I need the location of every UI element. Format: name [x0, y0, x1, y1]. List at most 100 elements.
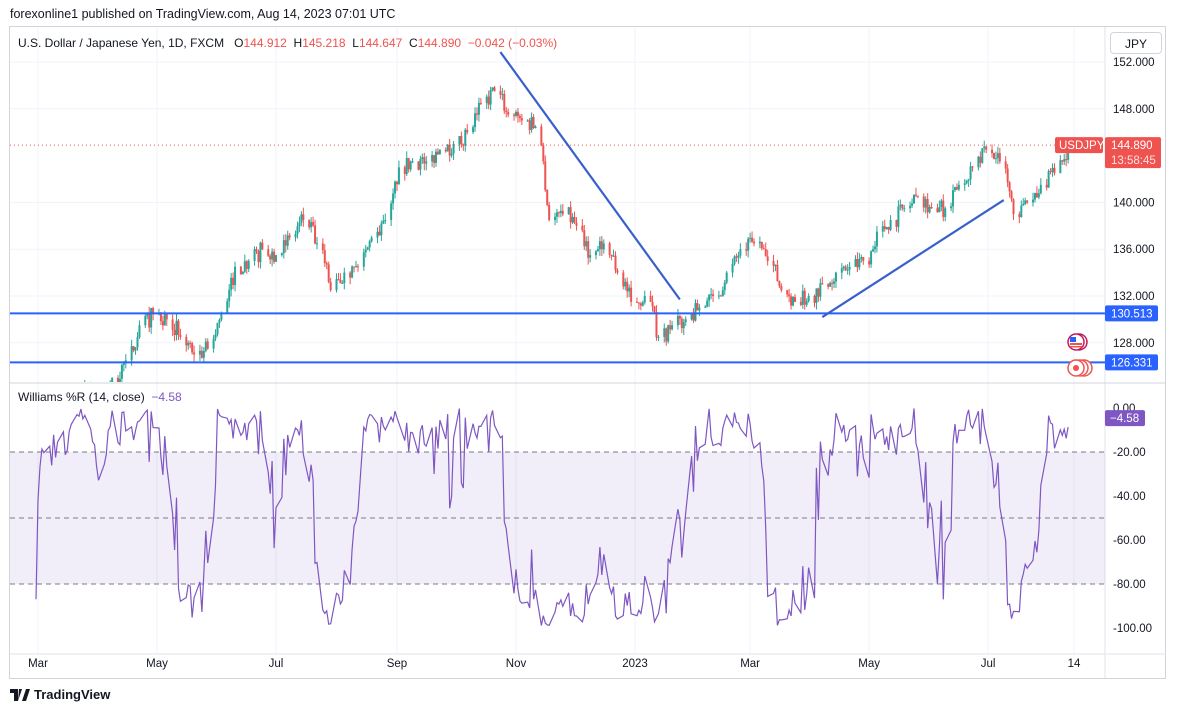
trendline[interactable] — [499, 51, 681, 301]
time-tick-label[interactable]: May — [146, 658, 168, 670]
currency-button[interactable]: JPY — [1110, 32, 1162, 54]
tradingview-logo[interactable]: TradingView — [10, 687, 110, 702]
candle — [417, 161, 420, 171]
time-tick-label[interactable]: Mar — [28, 658, 48, 670]
time-tick-label[interactable]: Mar — [740, 658, 760, 670]
candle — [232, 272, 235, 290]
candle — [803, 287, 806, 310]
candle-body — [651, 301, 654, 307]
candle-body — [376, 231, 379, 238]
candle-body — [544, 161, 547, 191]
price-tick-label[interactable]: 136.000 — [1113, 244, 1155, 256]
candle-body — [487, 96, 490, 105]
trendline[interactable] — [821, 199, 1005, 318]
candle — [801, 284, 804, 309]
candle-body — [380, 223, 383, 236]
candle-body — [844, 266, 847, 271]
price-tick-label[interactable]: 128.000 — [1113, 338, 1155, 350]
candle — [546, 189, 549, 207]
candle — [310, 217, 313, 233]
candle — [542, 142, 545, 165]
price-tick-label[interactable]: 132.000 — [1113, 291, 1155, 303]
candle — [624, 278, 627, 291]
price-tick-label[interactable]: 140.000 — [1113, 197, 1155, 209]
candle — [792, 296, 795, 307]
williams-legend[interactable]: Williams %R (14, close) −4.58 — [18, 390, 182, 404]
candle-body — [622, 272, 625, 287]
indicator-value: −4.58 — [151, 390, 182, 404]
candle — [596, 246, 599, 252]
candle-body — [146, 313, 149, 316]
candle-body — [889, 219, 892, 230]
candle-body — [407, 158, 410, 170]
candle — [179, 328, 182, 340]
candle-body — [411, 161, 414, 163]
candle-body — [493, 87, 496, 92]
time-tick-label[interactable]: 14 — [1068, 658, 1081, 670]
candle-body — [446, 144, 449, 152]
price-tick-label[interactable]: 152.000 — [1113, 57, 1155, 69]
candle — [452, 141, 455, 160]
candle-body — [368, 241, 371, 248]
candle — [641, 300, 644, 307]
candle-body — [325, 263, 328, 265]
candle-body — [573, 216, 576, 223]
time-tick-label[interactable]: May — [858, 658, 880, 670]
candle — [514, 109, 517, 118]
williams-tick-label[interactable]: -80.00 — [1113, 579, 1146, 591]
candle-body — [955, 187, 958, 190]
candle-body — [815, 288, 818, 303]
candle — [602, 239, 605, 254]
candle-body — [936, 208, 939, 213]
williams-tick-label[interactable]: -60.00 — [1113, 535, 1146, 547]
candle — [663, 323, 666, 343]
symbol-badge-label: USDJPY — [1059, 140, 1105, 152]
williams-axis[interactable]: 0.00-20.00-40.00-60.00-80.00-100.00 — [1113, 403, 1152, 635]
candle — [362, 248, 365, 271]
time-tick-label[interactable]: Jul — [269, 658, 284, 670]
candle-body — [327, 264, 330, 283]
candle-body — [630, 287, 633, 302]
candle — [458, 135, 461, 151]
candle — [466, 124, 469, 135]
candle — [583, 224, 586, 250]
candle-body — [261, 242, 264, 250]
candle-body — [315, 243, 318, 245]
time-tick-label[interactable]: 2023 — [622, 658, 648, 670]
candle-body — [996, 153, 999, 159]
candle-body — [985, 146, 988, 150]
candle-body — [971, 166, 974, 168]
time-axis[interactable]: Mar May Jul Sep Nov 2023 Mar May Jul 14 — [28, 658, 1081, 670]
candle — [895, 219, 898, 232]
time-tick-label[interactable]: Jul — [981, 658, 996, 670]
candle-body — [491, 87, 494, 91]
candle-body — [950, 206, 953, 209]
candle — [1049, 168, 1052, 175]
price-axis[interactable]: 152.000 148.000 140.000 136.000 132.000 128.0… — [1113, 57, 1155, 350]
williams-tick-label[interactable]: -20.00 — [1113, 447, 1146, 459]
candle — [831, 279, 834, 291]
candle — [312, 216, 315, 227]
event-japan-flag-icon[interactable] — [1067, 359, 1093, 377]
candle — [341, 280, 344, 285]
candle — [780, 283, 783, 293]
candle-body — [243, 261, 246, 272]
time-tick-label[interactable]: Nov — [506, 658, 527, 670]
williams-tick-label[interactable]: -40.00 — [1113, 491, 1146, 503]
price-tick-label[interactable]: 148.000 — [1113, 104, 1155, 116]
symbol-legend[interactable]: U.S. Dollar / Japanese Yen, 1D, FXCM O14… — [18, 36, 557, 50]
candle-body — [733, 256, 736, 264]
drawings[interactable] — [10, 51, 1105, 364]
time-tick-label[interactable]: Sep — [387, 658, 407, 670]
candle — [356, 263, 359, 272]
candle-body — [226, 301, 229, 314]
candle — [834, 271, 837, 288]
candle — [643, 290, 646, 305]
williams-tick-label[interactable]: -100.00 — [1113, 623, 1152, 635]
candle — [1010, 189, 1013, 202]
candle-body — [302, 214, 305, 220]
candle — [764, 242, 767, 257]
event-us-flag-icon[interactable] — [1067, 333, 1088, 351]
